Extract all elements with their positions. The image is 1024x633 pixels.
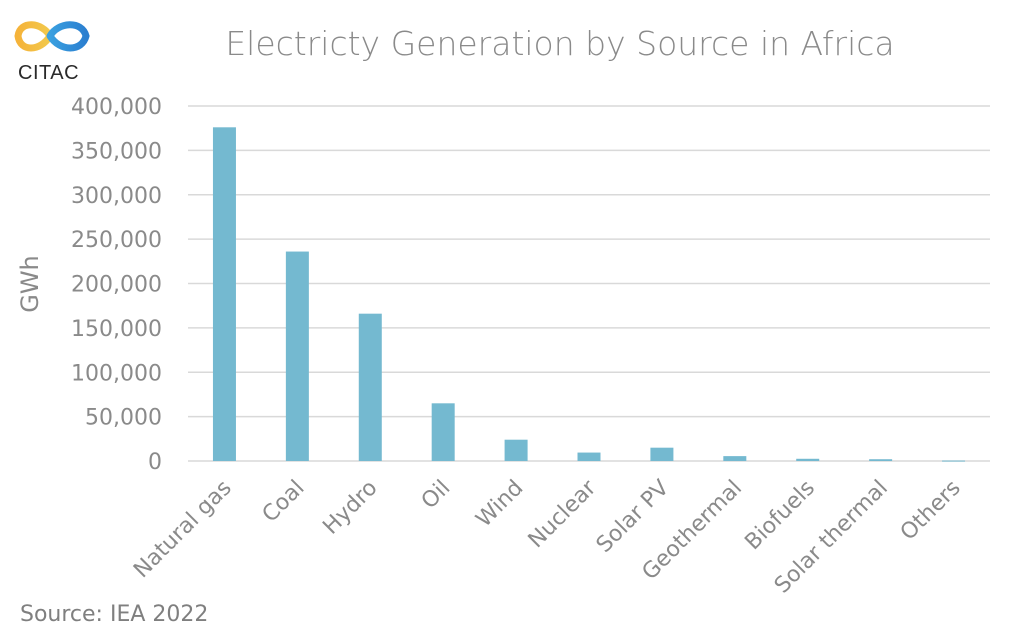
bar-natural-gas: [212, 127, 236, 462]
bar-biofuels: [796, 458, 820, 461]
x-tick-label: Coal: [258, 476, 310, 528]
bar-solar-thermal: [869, 459, 893, 461]
bar-solar-pv: [650, 447, 674, 461]
x-axis-ticks: Natural gas Coal Hydro Oil WindNuclearSolar …: [129, 475, 966, 599]
y-tick-label: 150,000: [71, 317, 162, 342]
source-note: Source: IEA 2022: [20, 602, 209, 627]
y-tick-label: 400,000: [71, 95, 162, 120]
x-tick-label: Hydro: [318, 476, 382, 540]
y-tick-label: 250,000: [71, 228, 162, 253]
x-tick-label: Natural gas: [129, 476, 237, 584]
gridlines: [188, 105, 990, 462]
x-tick-label: Nuclear: [524, 475, 602, 553]
y-tick-label: 50,000: [85, 406, 162, 431]
y-tick-label: 350,000: [71, 139, 162, 164]
bar-nuclear: [577, 452, 601, 461]
y-tick-label: 0: [148, 450, 162, 475]
y-tick-label: 300,000: [71, 184, 162, 209]
bar-oil: [431, 403, 455, 461]
logo-text: CITAC: [18, 62, 80, 84]
x-tick-label: Oil: [417, 476, 456, 515]
bars: [212, 127, 966, 462]
y-axis-label: GWh: [16, 255, 44, 313]
y-tick-label: 100,000: [71, 361, 162, 386]
bar-wind: [504, 439, 528, 461]
bar-coal: [285, 251, 309, 461]
chart-title: Electricty Generation by Source in Afric…: [225, 24, 895, 63]
bar-geothermal: [723, 456, 747, 461]
y-tick-label: 200,000: [71, 273, 162, 298]
citac-logo-icon: [14, 21, 90, 52]
bar-others: [942, 460, 966, 462]
x-tick-label: Wind: [472, 476, 529, 533]
x-tick-label: Others: [896, 476, 966, 546]
bar-hydro: [358, 313, 382, 461]
y-axis-ticks: 0 50,000 100,000 150,000 200,000 250,000 300,0…: [71, 95, 162, 475]
